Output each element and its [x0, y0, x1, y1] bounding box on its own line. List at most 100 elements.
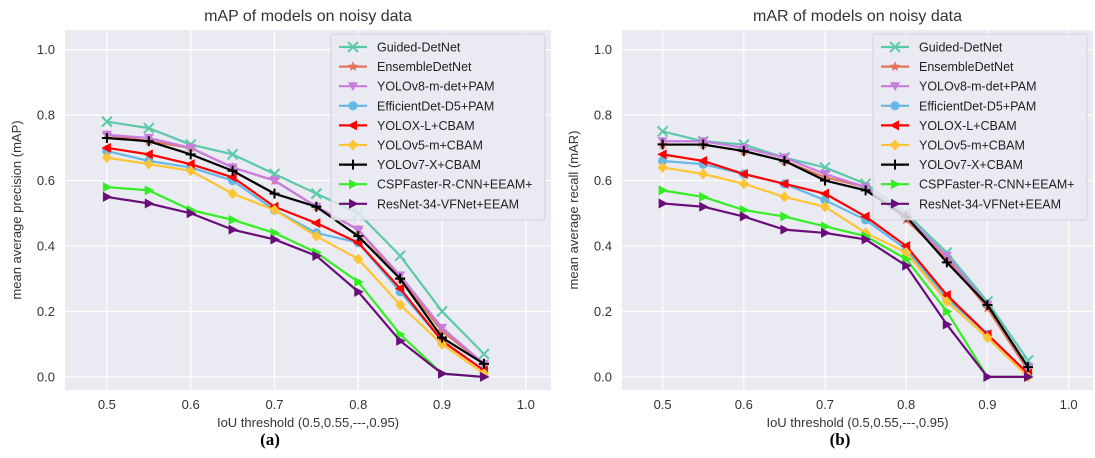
mar-data-point [819, 188, 830, 199]
mar-data-point [982, 299, 993, 310]
mar-data-point [656, 125, 669, 138]
mar-legend-marker [889, 120, 899, 131]
map-data-point [310, 218, 321, 229]
map-data-point [101, 152, 112, 164]
mar-x-tick-label: 0.7 [816, 397, 834, 412]
map-x-tick-label: 1.0 [517, 397, 535, 412]
map-data-point [353, 253, 364, 265]
mar-data-point [820, 175, 831, 186]
mar-series-line [662, 189, 1029, 379]
mar-data-point [779, 155, 790, 166]
map-data-point [437, 332, 448, 343]
mar-data-point [941, 251, 952, 261]
map-legend-entry: YOLOv7-X+CBAM [377, 158, 481, 172]
mar-x-tick-label: 0.5 [654, 397, 672, 412]
mar-data-point [902, 254, 912, 265]
mar-data-point [982, 332, 993, 344]
map-x-axis-label: IoU threshold (0.5,0.55,---,0.95) [217, 415, 399, 430]
map-y-tick-label: 0.0 [37, 369, 55, 384]
map-legend-entry: ResNet-34-VFNet+EEAM [377, 197, 519, 211]
map-x-tick-label: 0.8 [349, 397, 367, 412]
mar-data-point [657, 149, 667, 160]
mar-y-tick-label: 0.8 [594, 108, 612, 123]
mar-data-point [821, 221, 831, 232]
mar-data-point [983, 371, 993, 382]
map-legend-marker [348, 82, 358, 92]
mar-data-point [1023, 362, 1034, 373]
map-data-point [270, 234, 280, 245]
map-x-tick-label: 0.6 [182, 397, 200, 412]
map-data-point [311, 201, 322, 212]
map-legend-entry: YOLOv5-m+CBAM [377, 139, 483, 153]
mar-legend-marker [890, 159, 900, 170]
mar-legend-marker [889, 41, 901, 53]
mar-legend-marker [891, 198, 901, 209]
mar-data-point [861, 234, 872, 245]
mar-data-point [820, 170, 831, 179]
map-data-point [354, 286, 364, 297]
mar-data-point [941, 290, 951, 301]
map-data-point [438, 368, 448, 379]
map-data-point [143, 158, 154, 170]
map-series-line [106, 156, 485, 375]
map-data-point [478, 348, 490, 360]
panel-b-caption: (b) [830, 430, 851, 449]
mar-data-point [778, 178, 789, 189]
mar-y-tick-label: 0.4 [594, 239, 612, 254]
mar-data-point [900, 241, 911, 251]
map-data-point [437, 323, 448, 333]
map-series-line [106, 185, 485, 379]
mar-x-tick-label: 0.9 [978, 397, 996, 412]
map-data-point [226, 148, 239, 161]
map-y-tick-label: 1.0 [37, 42, 55, 57]
mar-data-point [699, 191, 709, 202]
map-data-point [269, 204, 280, 216]
mar-data-point [860, 211, 870, 222]
mar-data-point [658, 156, 668, 166]
map-y-tick-label: 0.8 [37, 108, 55, 123]
mar-series-line [662, 130, 1029, 362]
mar-data-point [739, 211, 750, 222]
mar-legend-marker [891, 179, 901, 190]
mar-data-point [658, 185, 669, 196]
map-data-point [269, 176, 280, 186]
map-data-point [437, 338, 448, 350]
mar-legend-marker [890, 139, 900, 151]
mar-series-line [662, 143, 1029, 368]
mar-legend-entry: YOLOv8-m-det+PAM [919, 80, 1037, 94]
mar-legend-entry: YOLOv7-X+CBAM [919, 158, 1023, 172]
mar-legend-entry: EnsembleDetNet [919, 60, 1014, 74]
mar-chart-title: mAR of models on noisy data [753, 8, 962, 25]
map-series-line [106, 120, 485, 355]
mar-legend-entry: EfficientDet-D5+PAM [919, 99, 1036, 113]
map-data-point [395, 299, 406, 311]
mar-legend-entry: YOLOv5-m+CBAM [919, 139, 1025, 153]
mar-data-point [738, 169, 748, 179]
map-data-point [228, 214, 239, 225]
mar-legend-entry: ResNet-34-VFNet+EEAM [919, 197, 1061, 211]
map-data-point [185, 149, 196, 160]
mar-data-point [739, 205, 750, 215]
map-legend-marker [349, 179, 359, 190]
map-data-point [353, 231, 364, 242]
map-legend-marker [347, 120, 357, 131]
mar-data-point [779, 191, 790, 203]
map-data-point [144, 198, 155, 209]
mar-series-line [662, 202, 1029, 379]
map-legend-entry: YOLOX-L+CBAM [377, 119, 475, 133]
map-chart: 0.5 0.6 0.7 0.8 0.9 1.0 0.0 0.2 0.4 0.6 0.8 1.0 mAP … [9, 8, 551, 430]
mar-data-point [697, 155, 708, 166]
mar-legend-entry: CSPFaster-R-CNN+EEAM+ [919, 178, 1075, 192]
map-series-line [106, 146, 485, 372]
map-legend-marker [347, 41, 359, 53]
map-legend-marker [347, 61, 359, 72]
map-legend-entry: YOLOv8-m-det+PAM [377, 80, 495, 94]
mar-data-point [699, 201, 709, 212]
map-legend: Guided-DetNet EnsembleDetNet YOLOv8-m-det+… [330, 33, 546, 221]
map-data-point [185, 159, 195, 170]
mar-data-point [780, 224, 790, 235]
mar-series-line [662, 140, 1029, 368]
map-series-line [106, 133, 485, 365]
map-data-point [478, 358, 489, 369]
map-data-point [185, 143, 196, 153]
